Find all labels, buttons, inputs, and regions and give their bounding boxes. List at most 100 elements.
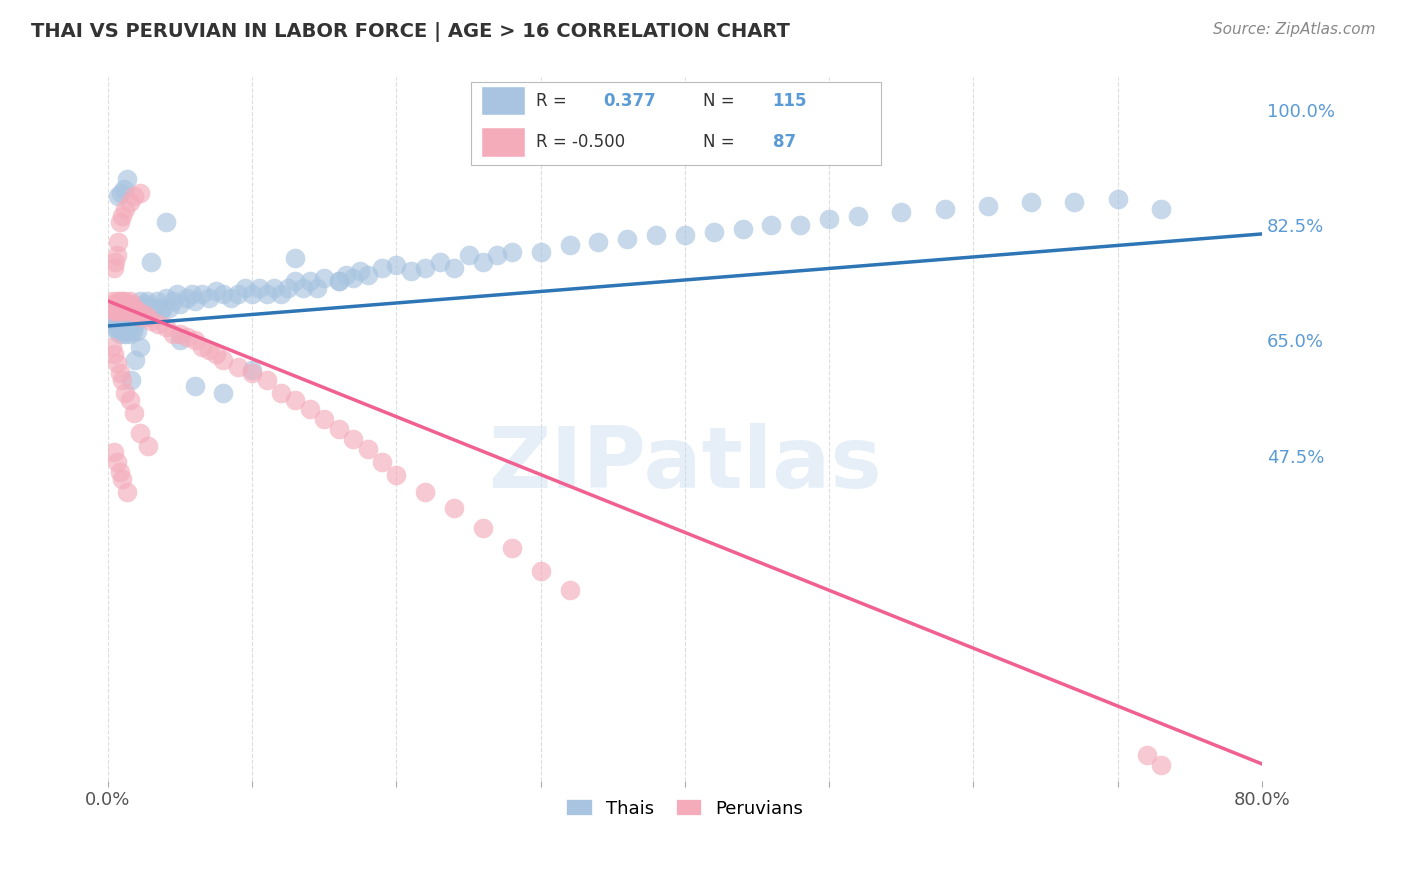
Point (558, 238, 581, 252)
Point (249, 281, 271, 295)
Point (149, 304, 172, 318)
Point (846, 209, 869, 223)
Point (138, 310, 160, 325)
Point (761, 219, 783, 233)
Point (124, 317, 146, 331)
Point (1135, 747, 1157, 762)
Point (103, 320, 125, 334)
Point (108, 215, 131, 229)
Point (124, 304, 146, 318)
Point (371, 455, 394, 469)
Point (107, 304, 129, 318)
Point (127, 304, 149, 318)
Point (233, 281, 256, 295)
Point (110, 317, 132, 331)
Point (114, 293, 136, 308)
Point (169, 334, 191, 348)
Point (114, 326, 136, 341)
Point (298, 402, 321, 417)
Point (107, 189, 129, 203)
Point (108, 367, 131, 381)
Point (183, 379, 205, 393)
Point (256, 287, 278, 301)
Point (190, 340, 212, 354)
Point (314, 412, 336, 426)
Point (335, 268, 357, 282)
Point (219, 291, 242, 305)
Point (134, 297, 156, 311)
Point (121, 324, 143, 338)
Point (977, 199, 1000, 213)
Point (111, 209, 134, 223)
Text: R = -0.500: R = -0.500 (536, 133, 626, 151)
Point (112, 304, 135, 318)
Text: 0.377: 0.377 (603, 92, 655, 110)
Point (107, 297, 129, 311)
Point (284, 274, 307, 288)
Point (1063, 195, 1085, 210)
Point (1019, 195, 1042, 210)
Point (111, 304, 134, 318)
Point (180, 287, 202, 301)
Point (205, 284, 228, 298)
Point (118, 307, 141, 321)
Point (176, 291, 198, 305)
Point (157, 301, 180, 315)
Point (240, 287, 263, 301)
Point (120, 297, 142, 311)
Point (155, 320, 177, 334)
Point (530, 244, 553, 259)
Point (117, 301, 139, 315)
Point (349, 264, 371, 278)
Text: 87: 87 (773, 133, 796, 151)
Point (818, 211, 841, 226)
Point (169, 297, 191, 311)
Point (298, 274, 321, 288)
Point (226, 287, 249, 301)
Point (118, 293, 141, 308)
Point (120, 317, 142, 331)
Point (128, 310, 150, 325)
Point (114, 386, 136, 401)
Point (112, 182, 135, 196)
Text: N =: N = (703, 92, 735, 110)
Point (501, 541, 523, 555)
Point (443, 501, 465, 516)
Point (101, 293, 124, 308)
Point (645, 228, 668, 243)
Point (100, 314, 122, 328)
Point (127, 304, 149, 318)
Point (162, 326, 184, 341)
Point (270, 287, 292, 301)
Point (122, 301, 145, 315)
Point (138, 439, 160, 453)
Point (105, 293, 128, 308)
Point (118, 304, 141, 318)
Text: N =: N = (703, 133, 735, 151)
Point (1107, 192, 1129, 206)
Point (118, 392, 141, 407)
Point (328, 274, 350, 288)
Point (616, 231, 638, 245)
Point (789, 219, 811, 233)
Point (107, 314, 129, 328)
Point (111, 373, 134, 387)
Point (115, 314, 138, 328)
Point (371, 261, 394, 276)
Point (104, 310, 127, 325)
Point (136, 293, 159, 308)
Point (731, 221, 754, 235)
Point (115, 484, 138, 499)
Point (115, 324, 138, 338)
Point (121, 304, 143, 318)
Point (703, 225, 725, 239)
Point (240, 363, 263, 377)
Point (141, 314, 163, 328)
Point (148, 317, 170, 331)
Point (256, 373, 278, 387)
Point (183, 334, 205, 348)
Point (429, 254, 451, 268)
Point (284, 392, 307, 407)
Point (101, 307, 124, 321)
Point (152, 301, 174, 315)
